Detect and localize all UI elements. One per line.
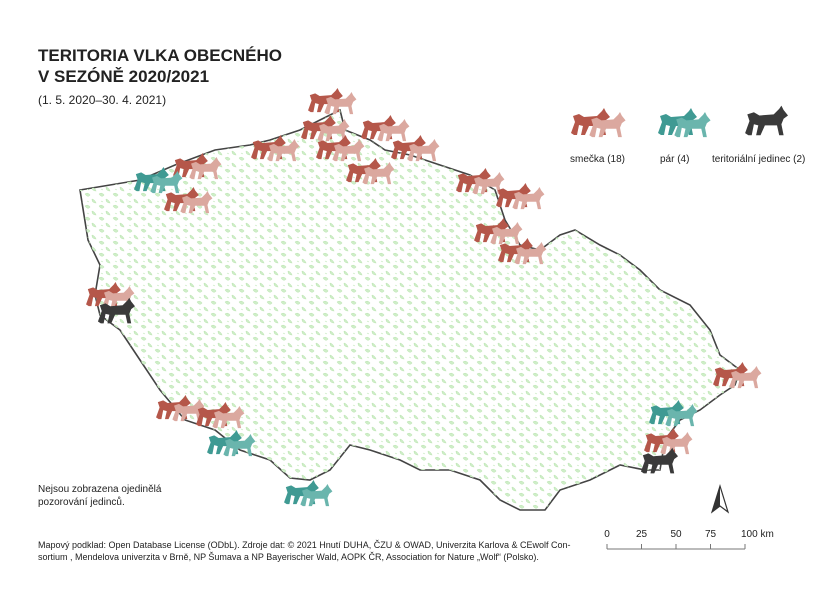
note: Nejsou zobrazena ojedinělá [38, 484, 162, 495]
legend: smečka (18) pár (4) teritoriální jedinec… [570, 105, 805, 165]
title-line: V SEZÓNĚ 2020/2021 [38, 67, 209, 86]
scale-label: 100 km [741, 529, 774, 540]
source: sortium , Mendelova univerzita v Brně, N… [38, 552, 539, 562]
scale-label: 0 [604, 529, 610, 540]
title-line: TERITORIA VLKA OBECNÉHO [38, 46, 282, 65]
note: pozorování jedinců. [38, 496, 125, 508]
legend-label: smečka (18) [570, 154, 625, 165]
legend-label: pár (4) [660, 154, 689, 165]
north-arrow [710, 483, 730, 514]
scale-label: 25 [636, 529, 648, 540]
forest-cover [80, 110, 740, 510]
scale-label: 75 [705, 529, 717, 540]
legend-single-icon [745, 105, 788, 136]
subtitle: (1. 5. 2020–30. 4. 2021) [38, 93, 166, 107]
legend-label: teritoriální jedinec (2) [712, 154, 805, 165]
source: Mapový podklad: Open Database License (O… [38, 540, 571, 550]
scale-label: 50 [670, 529, 682, 540]
scale-bar: 0 25 50 75 100 km [604, 529, 774, 550]
country [79, 108, 741, 511]
